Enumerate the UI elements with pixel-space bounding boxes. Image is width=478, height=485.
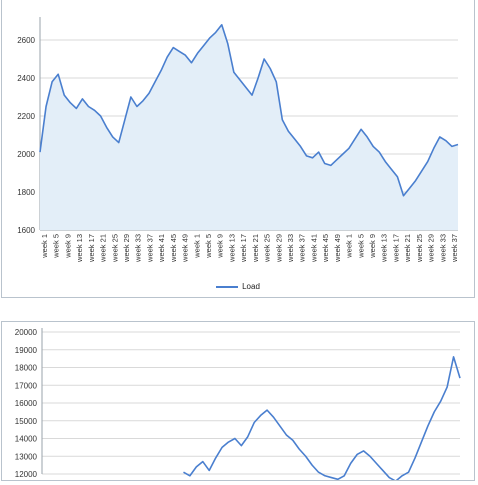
x-tick-label: week 21 — [99, 234, 108, 263]
x-tick-label: week 45 — [321, 234, 330, 263]
x-tick-label: week 25 — [263, 234, 272, 263]
x-tick-label: week 13 — [380, 234, 389, 263]
y-tick-label: 2200 — [17, 112, 35, 121]
legend-line-icon — [216, 286, 238, 288]
x-tick-label: week 29 — [274, 234, 283, 263]
x-tick-label: week 25 — [415, 234, 424, 263]
y-tick-label: 14000 — [15, 435, 38, 444]
x-tick-label: week 17 — [391, 234, 400, 263]
y-tick-label: 2000 — [17, 150, 35, 159]
x-tick-label: week 1 — [192, 234, 201, 259]
x-tick-label: week 5 — [356, 234, 365, 259]
x-tick-label: week 9 — [216, 234, 225, 259]
x-tick-label: week 29 — [122, 234, 131, 263]
x-tick-label: week 25 — [110, 234, 119, 263]
x-tick-label: week 13 — [227, 234, 236, 263]
x-tick-label: week 37 — [145, 234, 154, 263]
x-tick-label: week 1 — [40, 234, 49, 259]
y-tick-label: 20000 — [15, 328, 38, 337]
y-tick-label: 1800 — [17, 188, 35, 197]
x-tick-label: week 41 — [157, 234, 166, 263]
x-tick-label: week 17 — [87, 234, 96, 263]
x-tick-label: week 29 — [427, 234, 436, 263]
x-tick-label: week 21 — [403, 234, 412, 263]
x-tick-label: week 9 — [63, 234, 72, 259]
series-line — [183, 357, 460, 480]
x-tick-label: week 17 — [239, 234, 248, 263]
x-tick-label: week 9 — [368, 234, 377, 259]
x-tick-label: week 45 — [169, 234, 178, 263]
y-tick-label: 18000 — [15, 364, 38, 373]
y-tick-label: 16000 — [15, 399, 38, 408]
x-tick-label: week 21 — [251, 234, 260, 263]
y-tick-label: 1600 — [17, 226, 35, 235]
x-tick-label: week 5 — [204, 234, 213, 259]
y-tick-label: 15000 — [15, 417, 38, 426]
legend-label: Load — [242, 282, 260, 291]
series-area — [40, 25, 458, 230]
x-tick-label: week 33 — [134, 234, 143, 263]
x-tick-label: week 49 — [333, 234, 342, 263]
x-tick-label: week 5 — [52, 234, 61, 259]
y-tick-label: 19000 — [15, 346, 38, 355]
x-tick-label: week 13 — [75, 234, 84, 263]
x-tick-label: week 33 — [286, 234, 295, 263]
second-chart: 1200013000140001500016000170001800019000… — [2, 322, 474, 480]
y-tick-label: 2600 — [17, 36, 35, 45]
legend: Load — [2, 282, 474, 291]
x-tick-label: week 33 — [438, 234, 447, 263]
x-tick-label: week 41 — [309, 234, 318, 263]
y-tick-label: 2400 — [17, 74, 35, 83]
x-tick-label: week 37 — [450, 234, 459, 263]
x-tick-label: week 49 — [181, 234, 190, 263]
y-tick-label: 17000 — [15, 381, 38, 390]
x-tick-label: week 1 — [345, 234, 354, 259]
x-tick-label: week 37 — [298, 234, 307, 263]
y-tick-label: 13000 — [15, 452, 38, 461]
